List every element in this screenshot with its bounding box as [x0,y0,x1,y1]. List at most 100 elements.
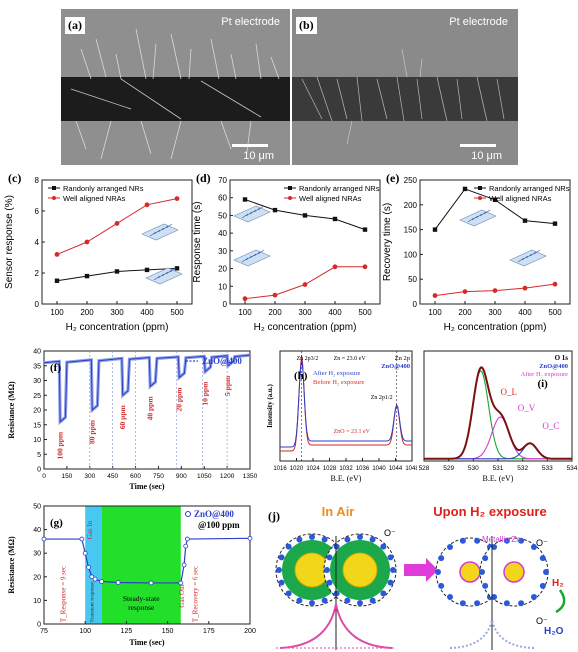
oxygen-ion [326,554,333,561]
oxygen-ion [518,537,525,544]
resistance-curve [44,537,251,584]
legend-label: Well aligned NRAs [489,194,552,203]
x-axis-label: H₂ concentration (ppm) [66,322,169,333]
sensor-sketch [233,205,271,223]
y-axis-label: Resistance (MΩ) [7,536,16,594]
sem-electrode-label-a: Pt electrode [221,16,280,28]
x-tick-label: 1016 [273,466,287,472]
x-tick-label: 300 [488,308,502,317]
data-point [114,269,120,274]
oxygen-ion [333,590,340,597]
chart-e: 100 200 300 400 500 0 50 100 150 200 250 H₂ concent… [382,172,571,333]
y-tick-label: 50 [218,211,227,220]
data-point [148,580,154,586]
sensor-sketch [233,249,271,267]
sem-image-b: (b) Pt electrode 10 μm [292,9,518,165]
gas-in-label: Gas In [86,520,94,539]
oxygen-ion [276,567,282,573]
data-point [552,221,558,226]
before-curve [280,355,413,452]
reaction-arrow [555,589,566,614]
sem-texture-a [61,9,290,165]
data-point [144,202,150,208]
data-point [181,562,187,568]
data-point [183,543,189,549]
legend-marker [288,196,292,200]
oxygen-ion [459,537,466,544]
steady-label: Steady-state [123,594,160,603]
y-tick-label: 8 [35,176,40,185]
legend-swatch [185,511,191,517]
panel-tag: (j) [268,509,280,523]
oxygen-ion [438,582,445,589]
chart-f: 0 150 300 450 600 750 900 1050 1200 1350 0 5 10 15 20 2… [7,349,258,492]
oxygen-ion [479,569,485,575]
ion-label-left: O⁻ [384,528,396,538]
y-tick-label: 20 [218,265,227,274]
y-tick-label: 0 [35,300,40,309]
x-tick-label: 150 [61,473,72,480]
x-tick-label: 400 [140,308,154,317]
y-tick-label: 2 [35,269,40,278]
x-tick-label: 0 [42,473,46,480]
scale-label-b: 10 μm [471,150,502,162]
envelope-curve [424,366,572,460]
plot-frame [43,505,251,625]
y-tick-label: 0 [37,467,41,474]
panel-tag: (i) [537,378,548,390]
y-tick-label: 5 [37,452,41,459]
oc-label: O_C [542,421,559,431]
zn2p32-label: Zn 2p3/2 [297,356,319,362]
delta-after-label: Zn = 23.0 eV [334,356,367,362]
legend-label: Well aligned NRAs [299,194,362,203]
oxygen-ion [482,582,489,589]
oxygen-ion [309,600,315,606]
oxygen-ion [380,590,387,597]
x-tick-label: 200 [80,308,94,317]
component-curve [424,370,572,460]
x-tick-label: 100 [428,308,442,317]
y-tick-label: 100 [404,250,418,259]
grain-core [342,552,378,588]
data-point [144,267,150,273]
oxygen-ion [387,554,394,561]
oxygen-ion [503,537,510,544]
oxygen-ion [474,537,481,544]
panel-tag-a: (a) [65,17,85,34]
y-tick-label: 30 [33,378,41,385]
oxygen-ion [447,594,454,601]
x-tick-label: 534 [567,465,578,472]
oxygen-ion [530,543,537,550]
oxygen-ion [326,579,333,586]
oxygen-ion [491,594,498,601]
steady-label-2: response [128,603,155,612]
y-tick-label: 25 [33,393,41,400]
ion-label-react: O⁻ [536,616,548,626]
panel-tag: (e) [386,172,399,185]
y-tick-label: 10 [33,598,41,605]
oxygen-ion [285,543,292,550]
legend-label: ZnO@400 [194,509,234,519]
y-tick-label: 0 [223,300,228,309]
h2-label: H₂ [552,578,564,589]
data-point [332,264,338,270]
sem-image-a: (a) Pt electrode 10 μm [61,9,290,165]
grain-core [459,561,481,583]
oxygen-ion [539,582,546,589]
x-tick-label: 900 [176,473,187,480]
scale-bar-a [232,144,268,147]
gas-out-label: Gas Out [178,584,186,607]
data-point [462,289,468,294]
data-point [242,197,248,202]
panel-tag-b: (b) [296,17,317,34]
data-point [92,576,98,582]
oxygen-ion [369,597,376,604]
oxygen-ion [435,569,441,575]
pulse-label: 10 ppm [200,381,209,406]
oxygen-ion [530,594,537,601]
x-tick-label: 500 [548,308,562,317]
x-tick-label: 175 [203,628,215,635]
oxygen-ion [278,579,285,586]
legend-label: Randonly arranged NRs [63,184,144,193]
data-point [84,239,90,245]
